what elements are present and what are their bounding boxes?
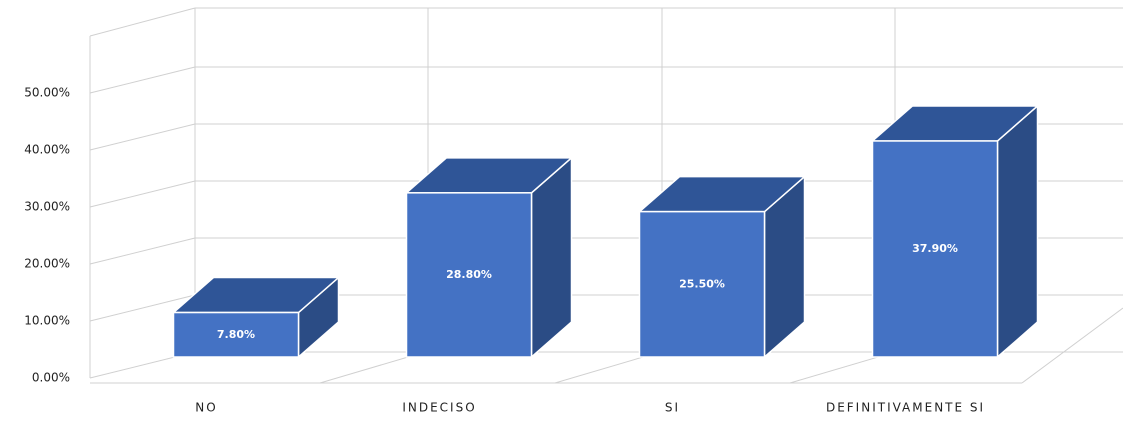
grid-line — [89, 123, 196, 151]
floor-right — [1021, 307, 1123, 384]
y-tick-label: 50.00% — [24, 86, 70, 100]
value-label: 28.80% — [446, 268, 492, 281]
y-tick-label: 30.00% — [24, 200, 70, 214]
y-tick-label: 20.00% — [24, 257, 70, 271]
grid-line — [89, 294, 196, 322]
wall-top-left — [89, 7, 196, 37]
bar-side — [996, 104, 1039, 359]
x-tick-label: INDECISO — [402, 401, 476, 415]
x-tick-label: NO — [195, 401, 217, 415]
bar — [871, 140, 999, 358]
x-tick-label: DEFINITIVAMENTE SI — [826, 401, 985, 415]
bar — [638, 210, 766, 358]
grid-line — [89, 66, 196, 94]
grid-line — [89, 180, 196, 208]
bar — [172, 311, 300, 358]
y-tick-label: 40.00% — [24, 143, 70, 157]
grid-line — [89, 237, 196, 265]
y-tick-label: 0.00% — [32, 371, 70, 385]
bar — [405, 192, 533, 358]
y-tick-label: 10.00% — [24, 314, 70, 328]
value-label: 37.90% — [912, 242, 958, 255]
value-label: 25.50% — [679, 277, 725, 290]
value-label: 7.80% — [217, 328, 255, 341]
x-tick-label: SI — [665, 401, 680, 415]
